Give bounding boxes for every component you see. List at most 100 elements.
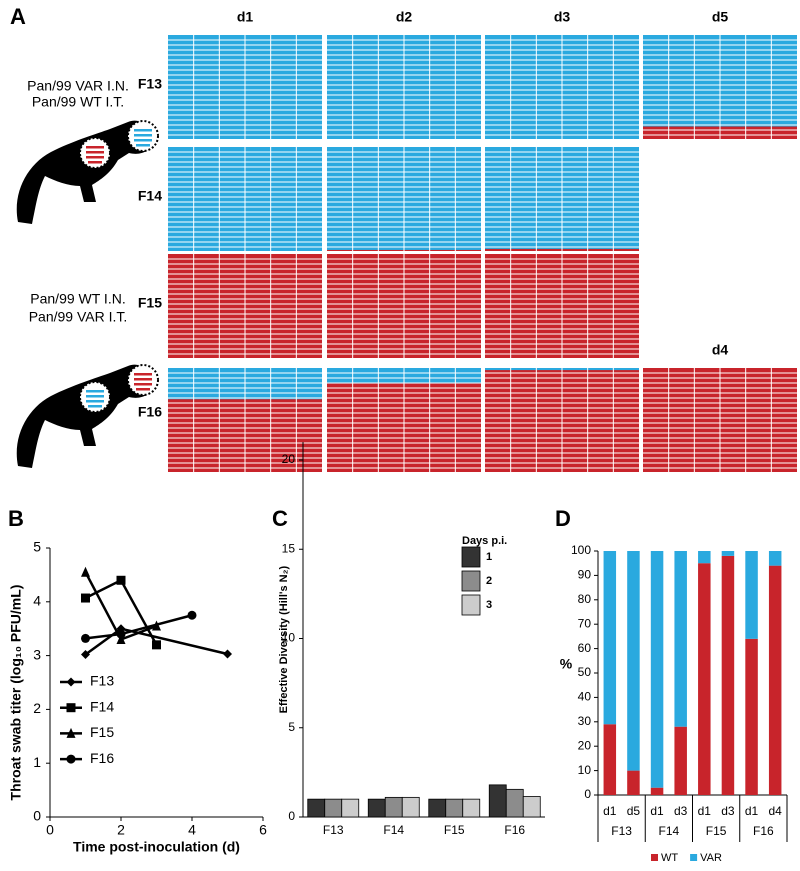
y-tick-label: 5 [288,720,295,734]
x-tick-label: F15 [444,823,465,837]
bar-segment [674,551,687,727]
legend-label: WT [661,852,678,864]
y-tick-label: 20 [282,452,296,466]
y-tick-label: 0 [584,787,591,801]
x-tick-label: d1 [698,804,712,818]
y-tick-label: 5 [33,539,41,555]
x-tick-label: d1 [745,804,759,818]
legend-label: 2 [486,575,492,587]
bar-segment [650,551,664,788]
bar-segment [745,638,758,795]
y-tick-label: 15 [282,541,296,555]
bar [401,796,420,818]
bar-segment [674,726,687,795]
bar [445,798,464,818]
column-label: d5 [712,9,729,25]
legend-annotation: Pan/99 WT I.T. [32,94,124,110]
legend-swatch [690,854,698,861]
legend-label: 3 [486,599,492,611]
data-point [81,650,90,660]
y-tick-label: 50 [578,665,592,679]
legend-marker [66,677,76,687]
bar-segment [603,551,617,725]
y-tick-label: 0 [288,809,295,823]
column-label: d3 [554,9,571,25]
legend-label: F16 [90,750,114,766]
bar [462,798,481,818]
x-tick-label: d5 [627,804,641,818]
bar-segment [721,551,735,556]
bar [341,798,360,818]
y-tick-label: 60 [578,641,592,655]
legend-label: F15 [90,724,114,740]
ferret-illustration [16,364,159,468]
bar [384,796,403,818]
x-tick-label: d1 [650,804,664,818]
legend-label: F14 [90,698,114,714]
row-label: F13 [138,76,162,92]
bar [488,784,507,818]
column-label: d1 [237,9,254,25]
column-label: d2 [396,9,413,25]
legend-swatch [651,854,658,861]
group-label: F13 [611,824,632,838]
bar-segment [768,551,782,566]
legend-annotation: Pan/99 VAR I.T. [29,309,128,325]
panel-label: A [10,4,26,29]
legend-marker [66,754,76,764]
data-point [81,593,90,603]
x-tick-label: 2 [117,822,125,838]
bar-segment [603,724,617,795]
row-label: F14 [138,188,162,204]
x-tick-label: F14 [383,823,404,837]
column-label: d4 [712,342,729,358]
series-line [85,614,193,640]
bar-segment [721,555,735,795]
legend-swatch [461,546,481,568]
y-axis-label: % [560,656,573,672]
legend-marker [66,703,76,713]
legend-marker [66,727,76,738]
x-axis-label: Time post-inoculation (d) [73,839,240,855]
y-axis-label: Throat swab titer (log₁₀ PFU/mL) [8,585,24,801]
bar-segment [698,551,711,564]
panel-label: D [555,506,571,531]
y-tick-label: 4 [33,593,41,609]
data-point [223,649,232,659]
data-point [81,633,90,643]
bar [307,798,326,818]
legend-annotation: Pan/99 WT I.N. [30,291,125,307]
y-tick-label: 0 [33,808,41,824]
panel-label: C [272,506,288,531]
bar [505,788,524,818]
bar [367,798,386,818]
row-label: F15 [138,295,162,311]
bar-segment [768,565,782,795]
legend-annotation: Pan/99 VAR I.N. [27,78,129,94]
bar [324,798,343,818]
legend-swatch [461,594,481,616]
y-tick-label: 1 [33,754,41,770]
y-tick-label: 3 [33,646,41,662]
group-label: F15 [706,824,727,838]
bar-segment [650,787,664,795]
bar-segment [698,563,711,795]
panel-label: B [8,506,24,531]
y-tick-label: 20 [578,738,592,752]
y-tick-label: 80 [578,592,592,606]
y-tick-label: 90 [578,568,592,582]
legend-swatch [461,570,481,592]
data-point [81,566,90,577]
y-tick-label: 10 [282,631,296,645]
x-tick-label: F13 [323,823,344,837]
bar-segment [745,551,758,639]
y-tick-label: 30 [578,714,592,728]
data-point [116,575,126,585]
x-tick-label: 4 [188,822,196,838]
y-tick-label: 40 [578,690,592,704]
row-label: F16 [138,404,162,420]
x-tick-label: F16 [504,823,525,837]
bar-segment [627,551,640,771]
bar [522,796,541,818]
